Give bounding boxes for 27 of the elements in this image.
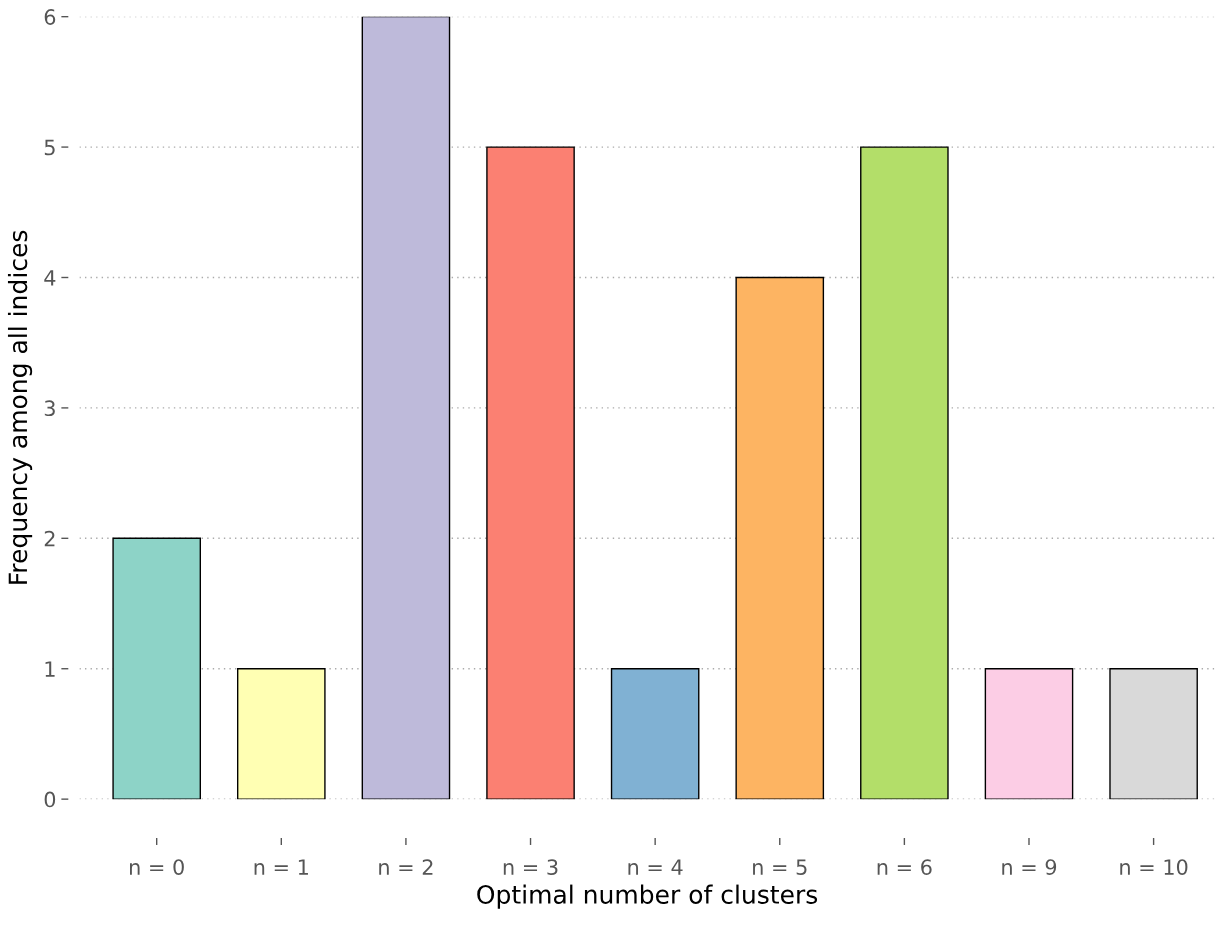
bar: [236, 668, 326, 800]
y-tick-label: 2: [44, 530, 55, 547]
y-tick-label: 5: [44, 139, 55, 156]
y-tick-label: 6: [44, 9, 56, 25]
y-tick-label: 4: [44, 270, 56, 286]
x-tick-label: n = 4: [628, 859, 683, 875]
bar: [1109, 668, 1198, 800]
x-tick-label: n = 2: [379, 859, 433, 875]
x-axis-title: Optimal number of clusters: [477, 884, 818, 909]
y-tick-label: 0: [44, 791, 56, 808]
x-tick-label: n = 0: [130, 859, 184, 875]
x-tick-label: n = 9: [1002, 859, 1057, 875]
bar: [486, 146, 575, 800]
x-tick-label: n = 10: [1120, 859, 1188, 875]
x-tick-label: n = 1: [254, 859, 308, 875]
x-tick-label: n = 6: [877, 859, 932, 875]
bar: [735, 276, 825, 800]
bar: [860, 146, 949, 800]
bar: [610, 668, 700, 800]
bar: [984, 668, 1074, 800]
x-tick-label: n = 3: [503, 859, 558, 875]
y-tick-label: 3: [44, 400, 55, 417]
x-tick-label: n = 5: [753, 859, 807, 875]
bar: [112, 537, 202, 800]
y-tick-label: 1: [45, 661, 55, 677]
y-axis-title: Frequency among all indices: [7, 230, 33, 584]
bar: [361, 16, 451, 800]
